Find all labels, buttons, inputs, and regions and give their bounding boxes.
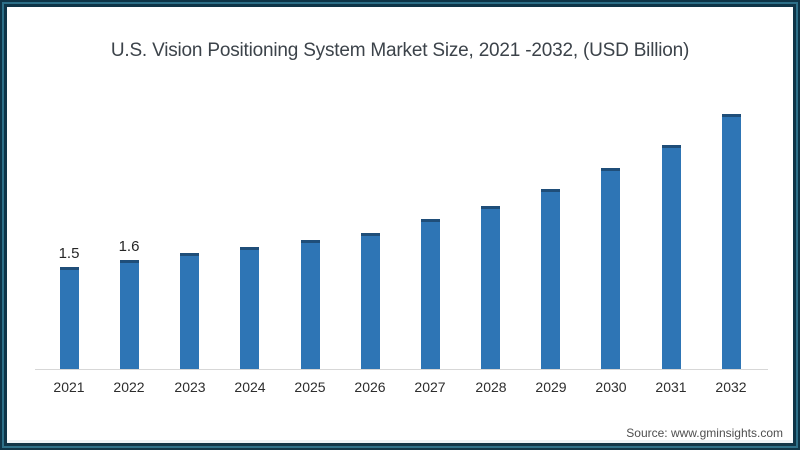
x-axis-tick-label: 2032 bbox=[715, 379, 747, 395]
x-axis-line bbox=[35, 369, 768, 370]
bottom-strip bbox=[7, 440, 793, 443]
bar-2032 bbox=[722, 114, 741, 369]
bar-2027 bbox=[421, 219, 440, 369]
x-axis-tick-label: 2024 bbox=[234, 379, 266, 395]
bar-2021 bbox=[60, 267, 79, 369]
x-axis-tick-label: 2023 bbox=[174, 379, 206, 395]
source-credit: Source: www.gminsights.com bbox=[626, 426, 783, 440]
x-axis-tick-label: 2022 bbox=[113, 379, 145, 395]
bar-2025 bbox=[301, 240, 320, 369]
x-axis-tick-label: 2030 bbox=[595, 379, 627, 395]
bar-2024 bbox=[240, 247, 259, 369]
x-axis-tick-label: 2031 bbox=[655, 379, 687, 395]
x-axis-tick-label: 2025 bbox=[294, 379, 326, 395]
bar-2022 bbox=[120, 260, 139, 369]
bar-2023 bbox=[180, 253, 199, 369]
bar-2031 bbox=[662, 145, 681, 369]
bar-value-label: 1.5 bbox=[58, 245, 80, 262]
chart-title: U.S. Vision Positioning System Market Si… bbox=[110, 40, 690, 61]
bar-2026 bbox=[361, 233, 380, 369]
bar-2028 bbox=[481, 206, 500, 369]
x-axis-tick-label: 2028 bbox=[475, 379, 507, 395]
x-axis-tick-label: 2029 bbox=[535, 379, 567, 395]
x-axis-tick-label: 2027 bbox=[414, 379, 446, 395]
x-axis-tick-label: 2021 bbox=[53, 379, 85, 395]
x-axis-tick-label: 2026 bbox=[354, 379, 386, 395]
bar-2030 bbox=[601, 168, 620, 369]
bar-2029 bbox=[541, 189, 560, 369]
bar-value-label: 1.6 bbox=[118, 238, 140, 255]
